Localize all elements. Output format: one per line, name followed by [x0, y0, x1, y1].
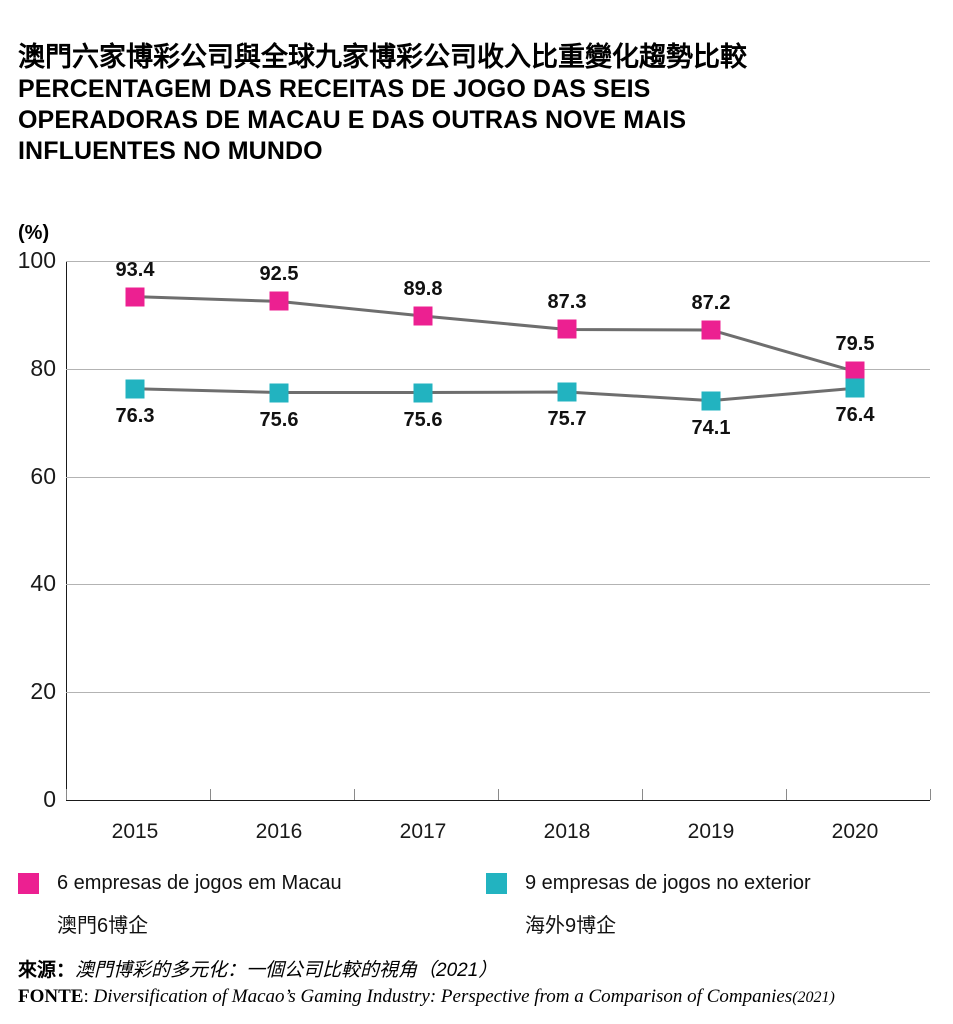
y-axis-tick-60: 60 — [30, 462, 56, 489]
footer-source: 來源：澳門博彩的多元化：一個公司比較的視角（2021） FONTE: Diver… — [18, 958, 948, 1011]
marker-s0-2018 — [557, 319, 577, 339]
marker-s0-2015 — [125, 287, 145, 307]
y-axis-tick-100: 100 — [17, 247, 56, 273]
y-axis-unit-label: (%) — [18, 222, 50, 244]
data-label-s1-2019: 74.1 — [691, 416, 731, 439]
source-chinese-prefix: 來源： — [18, 960, 76, 981]
title-portuguese-line-2: OPERADORAS DE MACAU E DAS OUTRAS NOVE MA… — [18, 106, 687, 134]
x-axis-label-2017: 2017 — [399, 820, 447, 843]
source-portuguese-year: (2021) — [792, 989, 835, 1006]
legend-label-zh-0: 澳門6博企 — [57, 915, 149, 937]
legend-label-pt-1: 9 empresas de jogos no exterior — [525, 871, 811, 894]
gridline-60 — [66, 476, 930, 478]
data-label-s0-2017: 89.8 — [403, 277, 443, 300]
legend-swatch-0 — [18, 872, 39, 894]
marker-s0-2019 — [701, 320, 721, 340]
data-label-s1-2020: 76.4 — [835, 404, 875, 427]
legend-label-zh-1: 海外9博企 — [525, 915, 617, 937]
line-chart: (%) — [0, 222, 953, 862]
marker-s0-2020 — [845, 361, 865, 381]
x-axis-tick-2 — [354, 789, 355, 800]
gridline-80 — [66, 368, 930, 370]
marker-s1-2017 — [413, 383, 433, 403]
data-label-s1-2018: 75.7 — [547, 407, 587, 430]
legend-item-1[interactable]: 9 empresas de jogos no exterior 海外9博企 — [486, 869, 811, 938]
legend-swatch-1 — [486, 872, 507, 894]
x-axis-tick-1 — [210, 789, 211, 800]
source-portuguese-separator: : — [83, 986, 94, 1007]
data-label-s1-2016: 75.6 — [259, 408, 299, 431]
x-axis-tick-3 — [498, 789, 499, 800]
data-label-s1-2017: 75.6 — [403, 408, 443, 431]
x-axis-label-2019: 2019 — [687, 820, 735, 843]
source-chinese: 來源：澳門博彩的多元化：一個公司比較的視角（2021） — [18, 958, 948, 984]
marker-s1-2015 — [125, 379, 145, 399]
gridline-0 — [66, 800, 930, 801]
y-axis-tick-0: 0 — [43, 786, 56, 812]
data-label-s0-2018: 87.3 — [547, 291, 587, 314]
page-title: 澳門六家博彩公司與全球九家博彩公司收入比重變化趨勢比較 PERCENTAGEM … — [18, 40, 928, 167]
y-axis-tick-40: 40 — [30, 570, 56, 597]
source-portuguese-text: Diversification of Macao’s Gaming Indust… — [93, 986, 793, 1007]
x-axis-label-2020: 2020 — [831, 820, 879, 843]
title-portuguese-line-3: INFLUENTES NO MUNDO — [18, 137, 323, 165]
x-axis-label-2018: 2018 — [543, 820, 591, 843]
marker-s1-2019 — [701, 391, 721, 411]
source-chinese-text: 澳門博彩的多元化：一個公司比較的視角（2021） — [75, 960, 498, 981]
title-chinese: 澳門六家博彩公司與全球九家博彩公司收入比重變化趨勢比較 — [18, 42, 747, 72]
data-label-s1-2015: 76.3 — [115, 404, 155, 427]
y-axis-line — [66, 261, 67, 801]
data-label-s0-2016: 92.5 — [259, 263, 299, 286]
legend-item-0[interactable]: 6 empresas de jogos em Macau 澳門6博企 — [18, 869, 342, 938]
source-portuguese: FONTE: Diversification of Macao’s Gaming… — [18, 984, 948, 1011]
x-axis-tick-6 — [930, 789, 931, 800]
data-label-s0-2019: 87.2 — [691, 291, 731, 314]
x-axis-label-2015: 2015 — [111, 820, 159, 843]
y-axis-tick-20: 20 — [30, 678, 56, 705]
y-axis-tick-80: 80 — [30, 354, 56, 381]
x-axis-tick-4 — [642, 789, 643, 800]
title-portuguese-line-1: PERCENTAGEM DAS RECEITAS DE JOGO DAS SEI… — [18, 75, 651, 103]
gridline-100 — [66, 261, 930, 262]
data-label-s0-2020: 79.5 — [835, 333, 875, 356]
x-axis-tick-0 — [66, 789, 67, 800]
legend: 6 empresas de jogos em Macau 澳門6博企 9 empre… — [18, 869, 938, 947]
marker-s0-2016 — [269, 291, 289, 311]
marker-s0-2017 — [413, 306, 433, 326]
x-axis-label-2016: 2016 — [255, 820, 303, 843]
source-portuguese-prefix: FONTE — [18, 986, 84, 1007]
marker-s1-2018 — [557, 382, 577, 402]
marker-s1-2020 — [845, 378, 865, 398]
data-label-s0-2015: 93.4 — [115, 258, 155, 281]
legend-label-pt-0: 6 empresas de jogos em Macau — [57, 871, 342, 894]
x-axis-tick-5 — [786, 789, 787, 800]
marker-s1-2016 — [269, 383, 289, 403]
gridline-20 — [66, 692, 930, 694]
gridline-40 — [66, 584, 930, 586]
